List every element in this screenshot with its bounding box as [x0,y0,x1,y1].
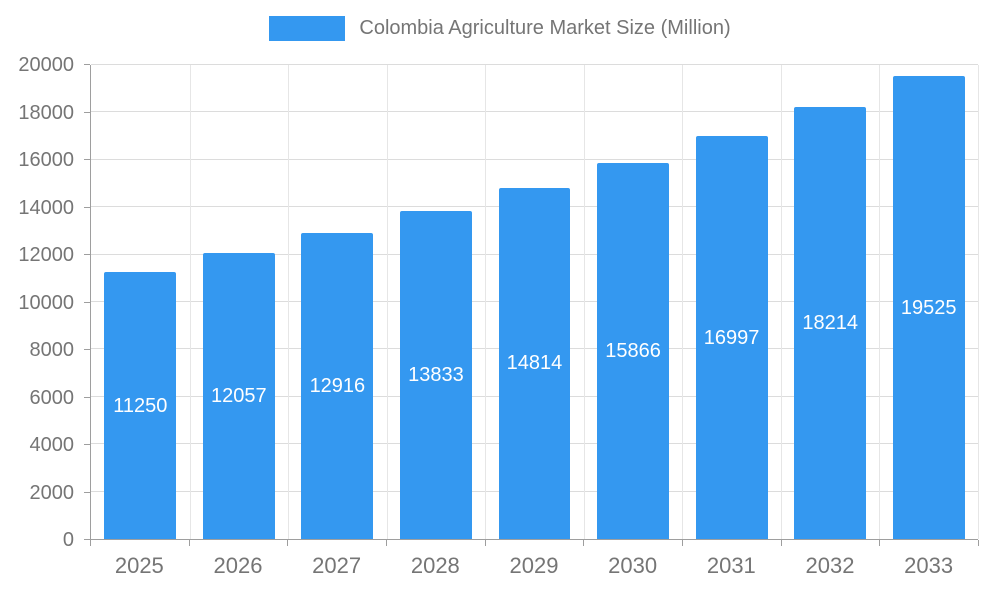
y-axis-tick-mark [84,64,90,65]
x-axis-tick-mark [484,540,486,546]
y-axis-tick-mark [84,444,90,445]
plot-area: 11250 12057 12916 13833 14814 15866 16997 18214… [90,64,979,540]
bar [892,76,965,539]
gridline-vertical [189,65,191,539]
y-axis-tick-label: 20000 [18,54,74,76]
x-axis-category-label: 2033 [904,553,954,578]
y-axis-tick-label: 2000 [29,481,75,504]
gridline [91,158,978,160]
bar-band: 13833 [387,211,486,539]
y-axis-tick-mark [84,491,90,493]
x-axis-category-label: 2027 [312,553,362,578]
bar [399,211,472,539]
x-axis-category-label: 2025 [114,553,164,578]
bar-band: 12916 [288,232,387,539]
x-axis-category-label: 2032 [805,553,855,578]
y-axis-tick-label: 12000 [18,244,74,266]
bar-value-label: 11250 [113,394,168,417]
x-axis-category-label: 2031 [706,553,756,578]
y-axis-tick-mark [84,349,90,350]
x-axis-tick-mark [681,540,683,546]
x-axis-category-label: 2028 [410,553,460,578]
chart-title: Colombia Agriculture Market Size (Millio… [359,17,731,39]
x-axis-category-label: 2030 [608,553,658,578]
bar [794,107,867,539]
y-axis-tick-mark [84,539,90,540]
bar-value-label: 14814 [506,352,563,375]
y-axis-tick-mark [84,396,90,398]
bar-band: 11250 [91,272,190,539]
gridline-vertical [682,65,684,539]
y-axis-tick-mark [84,301,90,303]
bar [301,232,374,539]
gridline [91,64,978,65]
legend: Colombia Agriculture Market Size (Millio… [0,16,1000,41]
x-axis-tick-mark [385,540,387,546]
y-axis-tick-label: 8000 [29,339,75,361]
bar-value-label: 16997 [703,326,760,349]
bar [202,253,275,539]
y-axis-tick-label: 0 [62,529,74,551]
gridline-vertical [780,65,782,539]
x-axis-tick-mark [978,540,979,546]
x-axis-tick-mark [287,540,289,546]
bar-value-label: 19525 [900,296,957,319]
gridline-vertical [879,65,881,539]
y-axis-tick-mark [84,111,90,113]
bar-band: 16997 [682,136,781,539]
gridline-vertical [485,65,487,539]
bar-value-label: 15866 [605,339,661,362]
x-axis-tick-mark [188,540,190,546]
legend-swatch [269,16,346,41]
y-axis-tick-label: 6000 [29,386,75,409]
bar [104,272,177,539]
y-axis-tick-mark [84,159,90,160]
y-axis-tick-label: 16000 [18,149,74,171]
y-axis-tick-mark [84,254,90,255]
y-axis-tick-mark [84,206,90,208]
x-axis-tick-mark [879,540,881,546]
bar-band: 12057 [190,253,289,539]
bar [498,187,571,539]
gridline-vertical [978,65,979,539]
y-axis-tick-label: 14000 [18,196,74,219]
y-axis-tick-label: 10000 [18,291,74,314]
bar-band: 14814 [485,187,584,539]
x-axis-tick-mark [780,540,782,546]
bar-band: 18214 [781,107,880,539]
y-axis: 0 2000 4000 6000 8000 10000 12000 14000 16000 180… [0,55,90,550]
y-axis-tick-label: 18000 [18,101,74,124]
bar [695,136,768,539]
gridline-vertical [386,65,388,539]
x-axis: 2025 2026 2027 2028 2029 2030 2031 2032 2033 [90,540,979,600]
y-axis-tick-label: 4000 [29,434,75,456]
bar-value-label: 12916 [309,374,366,397]
bar-band: 19525 [879,76,978,539]
x-axis-tick-mark [583,540,585,546]
gridline-vertical [288,65,290,539]
x-axis-category-label: 2026 [213,553,263,578]
x-axis-tick-mark [90,540,91,546]
bar-band: 15866 [584,162,683,539]
bar-value-label: 12057 [211,385,267,408]
gridline [91,111,978,113]
bar-value-label: 13833 [408,364,464,387]
bar [597,162,669,539]
gridline-vertical [583,65,585,539]
x-axis-category-label: 2029 [509,553,559,578]
bar-value-label: 18214 [802,312,858,335]
